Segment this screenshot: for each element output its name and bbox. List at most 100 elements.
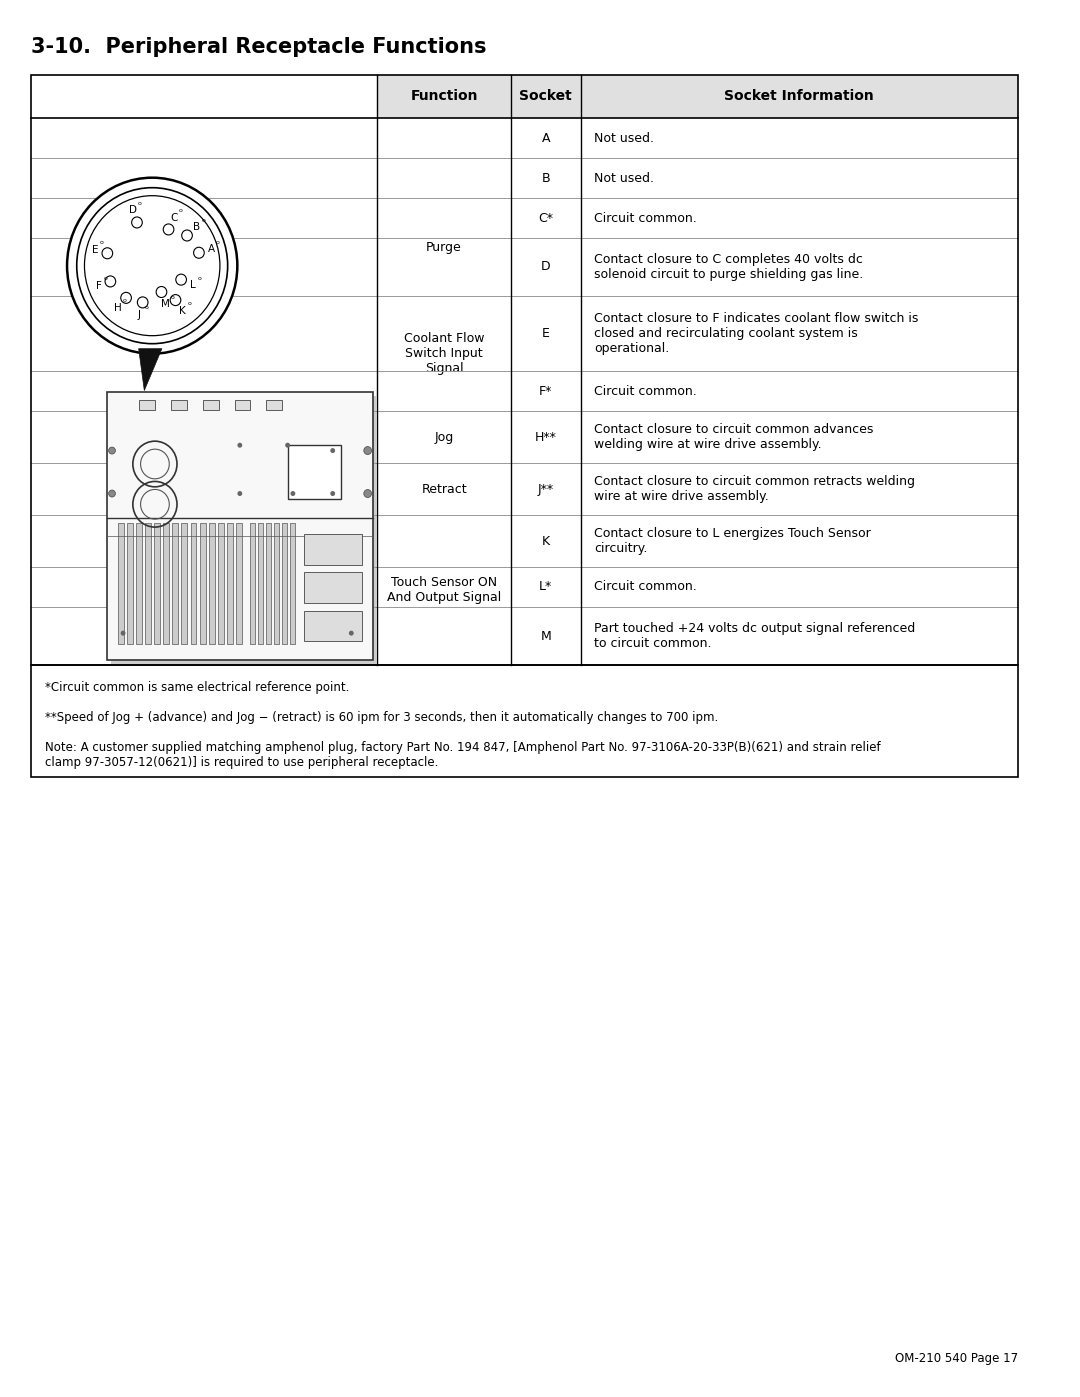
Bar	[31, 665, 1017, 777]
Text: C*: C*	[538, 211, 553, 225]
Text: o: o	[104, 277, 107, 281]
Text: H: H	[114, 303, 122, 313]
Circle shape	[349, 630, 353, 636]
Text: Contact closure to L energizes Touch Sensor
circuitry.: Contact closure to L energizes Touch Sen…	[594, 527, 870, 555]
Text: o: o	[202, 218, 205, 222]
Circle shape	[364, 489, 372, 497]
Bar	[154, 522, 160, 644]
Circle shape	[163, 224, 174, 235]
Bar	[282, 522, 286, 644]
Bar	[139, 400, 154, 411]
Text: Contact closure to C completes 40 volts dc
solenoid circuit to purge shielding g: Contact closure to C completes 40 volts …	[594, 253, 863, 281]
Bar	[126, 522, 133, 644]
Text: Circuit common.: Circuit common.	[594, 211, 697, 225]
Bar	[237, 522, 242, 644]
Bar	[136, 522, 141, 644]
Bar	[173, 522, 178, 644]
Text: F: F	[96, 281, 102, 291]
Bar	[267, 400, 282, 411]
Bar	[377, 75, 1017, 117]
Text: o: o	[123, 299, 126, 303]
Bar	[31, 75, 1017, 665]
Text: Function: Function	[410, 89, 477, 103]
Bar	[274, 522, 279, 644]
Text: **Speed of Jog + (advance) and Jog − (retract) is 60 ipm for 3 seconds, then it : **Speed of Jog + (advance) and Jog − (re…	[45, 711, 718, 724]
Text: K: K	[179, 306, 186, 316]
Circle shape	[109, 447, 116, 454]
Text: B: B	[541, 172, 550, 184]
Text: Not used.: Not used.	[594, 172, 654, 184]
Text: C: C	[171, 212, 177, 222]
Bar	[303, 573, 362, 604]
Circle shape	[102, 247, 112, 258]
Text: Part touched +24 volts dc output signal referenced
to circuit common.: Part touched +24 volts dc output signal …	[594, 622, 916, 650]
Text: E: E	[92, 244, 98, 254]
Text: Retract: Retract	[421, 482, 467, 496]
Text: o: o	[188, 302, 191, 306]
Bar	[171, 400, 187, 411]
Bar	[163, 522, 170, 644]
Text: M: M	[161, 299, 171, 309]
Bar	[107, 391, 373, 659]
Circle shape	[330, 448, 335, 453]
Bar	[303, 534, 362, 564]
Text: Purge: Purge	[427, 240, 462, 253]
Text: Jog: Jog	[434, 430, 454, 443]
Circle shape	[105, 277, 116, 286]
Text: Contact closure to F indicates coolant flow switch is
closed and recirculating c: Contact closure to F indicates coolant f…	[594, 312, 918, 355]
Circle shape	[157, 286, 166, 298]
Text: J**: J**	[538, 482, 554, 496]
Bar	[200, 522, 205, 644]
Circle shape	[291, 490, 295, 496]
Circle shape	[330, 490, 335, 496]
Text: Contact closure to circuit common retracts welding
wire at wire drive assembly.: Contact closure to circuit common retrac…	[594, 475, 915, 503]
Circle shape	[171, 295, 180, 306]
Circle shape	[238, 490, 242, 496]
Text: Ref. 803 245-B: Ref. 803 245-B	[292, 645, 367, 655]
Text: E: E	[542, 327, 550, 339]
Text: M: M	[540, 630, 551, 643]
Text: o: o	[145, 306, 148, 310]
Text: Circuit common.: Circuit common.	[594, 384, 697, 398]
Text: F*: F*	[539, 384, 552, 398]
Text: o: o	[137, 201, 141, 205]
Bar	[267, 522, 271, 644]
Bar	[258, 522, 262, 644]
Text: 3-10.  Peripheral Receptacle Functions: 3-10. Peripheral Receptacle Functions	[31, 36, 486, 57]
Circle shape	[132, 217, 143, 228]
Text: o: o	[178, 208, 183, 214]
Text: J: J	[138, 310, 140, 320]
Text: D: D	[129, 205, 137, 215]
Circle shape	[193, 247, 204, 258]
Text: B: B	[193, 222, 200, 232]
Bar	[218, 522, 224, 644]
Text: OM-210 540 Page 17: OM-210 540 Page 17	[894, 1352, 1017, 1365]
Circle shape	[121, 292, 132, 303]
Text: L*: L*	[539, 581, 552, 594]
Polygon shape	[138, 349, 162, 391]
Circle shape	[181, 231, 192, 240]
Circle shape	[364, 447, 372, 454]
Text: H**: H**	[535, 430, 556, 443]
Text: *Circuit common is same electrical reference point.: *Circuit common is same electrical refer…	[45, 680, 350, 694]
Text: A: A	[207, 244, 215, 254]
Circle shape	[285, 443, 291, 447]
Bar	[208, 522, 215, 644]
Circle shape	[109, 490, 116, 497]
Bar	[190, 522, 197, 644]
Text: Coolant Flow
Switch Input
Signal: Coolant Flow Switch Input Signal	[404, 332, 484, 374]
Bar	[118, 522, 124, 644]
Text: K: K	[542, 535, 550, 548]
Text: A: A	[541, 131, 550, 144]
Circle shape	[67, 177, 238, 353]
Text: D: D	[541, 260, 551, 274]
Circle shape	[238, 443, 242, 447]
Circle shape	[176, 274, 187, 285]
Text: Note: A customer supplied matching amphenol plug, factory Part No. 194 847, [Amp: Note: A customer supplied matching amphe…	[45, 740, 881, 768]
Text: o: o	[171, 295, 175, 300]
Text: Contact closure to circuit common advances
welding wire at wire drive assembly.: Contact closure to circuit common advanc…	[594, 423, 874, 451]
Bar	[145, 522, 151, 644]
Text: L: L	[190, 281, 195, 291]
Text: Socket Information: Socket Information	[725, 89, 874, 103]
Text: Not used.: Not used.	[594, 131, 654, 144]
